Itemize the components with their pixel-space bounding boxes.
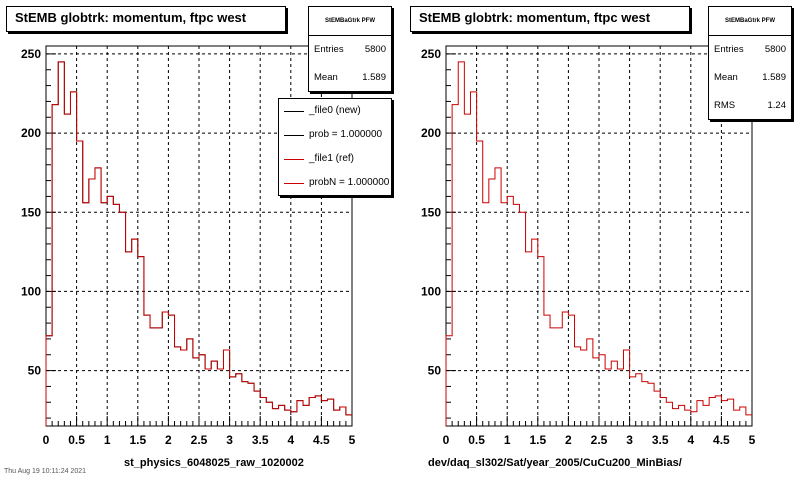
right-x-tick-label: 4 [687, 433, 694, 447]
left-x-tick-label: 5 [349, 433, 356, 447]
legend-line-probn [284, 183, 304, 184]
left-x-tick-label: 0.5 [68, 433, 85, 447]
stats-name: StEMBaGtrk PFW [709, 7, 791, 36]
legend-entry-prob: prob = 1.000000 [279, 123, 391, 147]
right-series-0-line [445, 61, 752, 426]
left-x-tick-label: 1.5 [129, 433, 146, 447]
right-x-tick-label: 5 [749, 433, 756, 447]
right-x-tick-label: 4.5 [713, 433, 730, 447]
right-x-tick-label: 1 [504, 433, 511, 447]
left-x-tick-label: 4.5 [313, 433, 330, 447]
legend-entry-probn: probN = 1.000000 [279, 171, 391, 195]
right-x-tick-label: 1.5 [529, 433, 546, 447]
right-y-tick-label: 50 [428, 364, 442, 378]
left-x-tick-label: 1 [104, 433, 111, 447]
left-y-tick-label: 150 [21, 205, 41, 219]
legend-entry-new: _file0 (new) [279, 99, 391, 123]
right-y-tick-label: 100 [421, 284, 441, 298]
left-x-tick-label: 2.5 [191, 433, 208, 447]
legend-line-ref [284, 159, 304, 160]
stats-entries-row: Entries 5800 [714, 44, 786, 55]
left-x-tick-label: 3.5 [252, 433, 269, 447]
left-x-tick-label: 0 [43, 433, 50, 447]
stats-mean-row: Mean 1.589 [314, 72, 386, 83]
right-y-tick-label: 150 [421, 205, 441, 219]
left-y-tick-label: 200 [21, 126, 41, 140]
stats-rms-row: RMS 1.24 [714, 100, 786, 111]
left-y-tick-label: 50 [28, 364, 42, 378]
right-x-tick-label: 0.5 [468, 433, 485, 447]
left-x-axis-title: st_physics_6048025_raw_1020002 [124, 457, 304, 469]
stats-name: StEMBaGtrk PFW [309, 7, 391, 36]
legend-box: _file0 (new) prob = 1.000000 _file1 (ref… [278, 98, 392, 196]
right-x-tick-label: 2 [565, 433, 572, 447]
right-x-tick-label: 0 [443, 433, 450, 447]
right-y-tick-label: 250 [421, 47, 441, 61]
left-y-tick-label: 250 [21, 47, 41, 61]
footer-timestamp: Thu Aug 19 10:11:24 2021 [4, 468, 86, 475]
left-y-tick-label: 100 [21, 284, 41, 298]
right-stats-box: StEMBaGtrk PFW Entries 5800 Mean 1.589 RMS… [708, 6, 792, 120]
legend-entry-ref: _file1 (ref) [279, 147, 391, 171]
right-pad-title: StEMB globtrk: momentum, ftpc west [410, 6, 690, 32]
left-x-tick-label: 3 [226, 433, 233, 447]
left-x-tick-label: 4 [287, 433, 294, 447]
left-series-1-line [45, 61, 352, 426]
legend-line-prob [284, 135, 304, 136]
right-x-tick-label: 3 [626, 433, 633, 447]
right-y-tick-label: 200 [421, 126, 441, 140]
left-stats-box: StEMBaGtrk PFW Entries 5800 Mean 1.589 [308, 6, 392, 92]
right-x-tick-label: 2.5 [591, 433, 608, 447]
left-pad-title: StEMB globtrk: momentum, ftpc west [6, 6, 286, 32]
right-x-tick-label: 3.5 [652, 433, 669, 447]
stats-entries-row: Entries 5800 [314, 44, 386, 55]
stats-mean-row: Mean 1.589 [714, 72, 786, 83]
legend-line-new [284, 111, 304, 112]
left-x-tick-label: 2 [165, 433, 172, 447]
right-x-axis-title: dev/daq_sl302/Sat/year_2005/CuCu200_MinB… [428, 457, 682, 469]
